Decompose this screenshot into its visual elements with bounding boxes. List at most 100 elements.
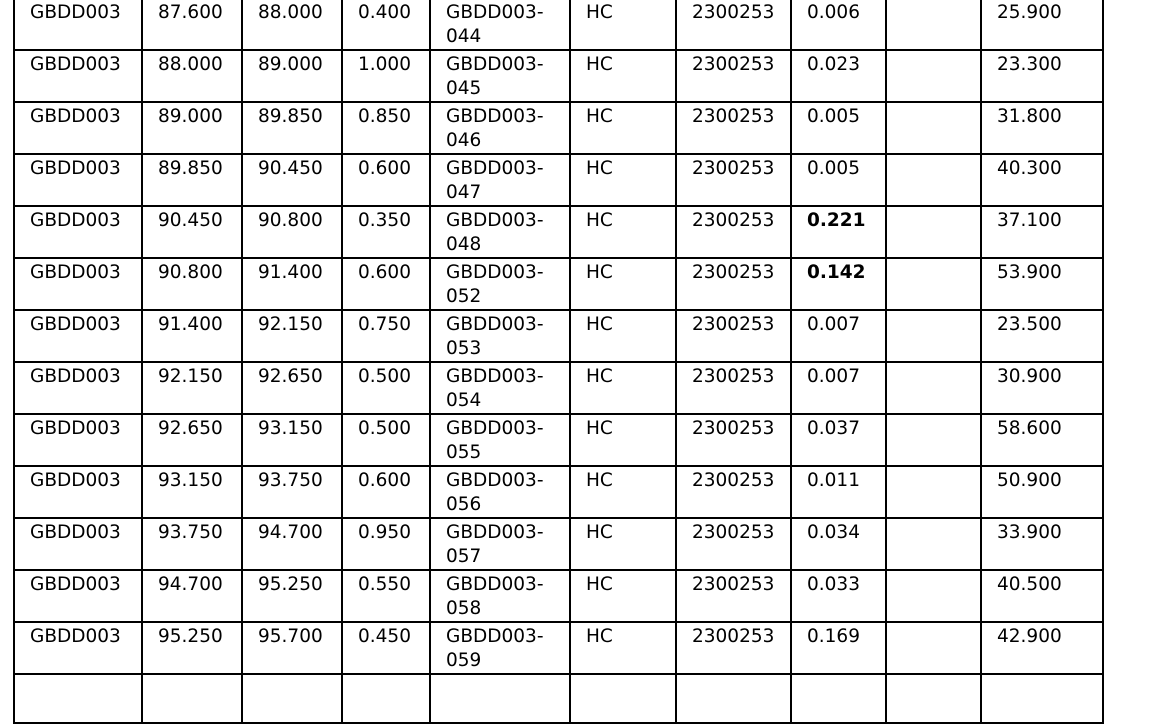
table-row-partial <box>13 673 1104 724</box>
value-cell: 53.900 <box>980 257 1104 311</box>
empty-cell <box>885 205 982 259</box>
batch-number-cell: 2300253 <box>675 49 792 103</box>
sample-type-cell: HC <box>569 621 677 675</box>
value-cell: 50.900 <box>980 465 1104 519</box>
interval-length-cell: 0.550 <box>341 569 431 623</box>
grade-cell: 0.033 <box>790 569 887 623</box>
hole-id-cell: GBDD003 <box>13 413 143 467</box>
sample-id-cell: GBDD003-054 <box>429 361 571 415</box>
sample-type-cell: HC <box>569 309 677 363</box>
hole-id-cell: GBDD003 <box>13 517 143 571</box>
grade-cell: 0.023 <box>790 49 887 103</box>
table-row: GBDD003 90.800 91.400 0.600 GBDD003-052 HC 230… <box>13 257 1104 311</box>
from-depth-cell: 93.150 <box>141 465 243 519</box>
sample-id-cell: GBDD003-057 <box>429 517 571 571</box>
grade-cell: 0.011 <box>790 465 887 519</box>
batch-number-cell: 2300253 <box>675 0 792 51</box>
empty-cell <box>885 517 982 571</box>
sample-id-cell <box>429 673 571 724</box>
empty-cell <box>885 673 982 724</box>
hole-id-cell: GBDD003 <box>13 569 143 623</box>
grade-cell: 0.034 <box>790 517 887 571</box>
sample-id-cell: GBDD003-047 <box>429 153 571 207</box>
grade-cell: 0.007 <box>790 309 887 363</box>
batch-number-cell: 2300253 <box>675 517 792 571</box>
value-cell: 58.600 <box>980 413 1104 467</box>
sample-type-cell: HC <box>569 361 677 415</box>
from-depth-cell: 87.600 <box>141 0 243 51</box>
sample-type-cell: HC <box>569 205 677 259</box>
value-cell: 40.300 <box>980 153 1104 207</box>
batch-number-cell: 2300253 <box>675 205 792 259</box>
from-depth-cell: 92.150 <box>141 361 243 415</box>
hole-id-cell: GBDD003 <box>13 101 143 155</box>
hole-id-cell: GBDD003 <box>13 257 143 311</box>
hole-id-cell: GBDD003 <box>13 309 143 363</box>
batch-number-cell: 2300253 <box>675 153 792 207</box>
batch-number-cell <box>675 673 792 724</box>
from-depth-cell: 91.400 <box>141 309 243 363</box>
sample-type-cell: HC <box>569 153 677 207</box>
sample-type-cell: HC <box>569 49 677 103</box>
to-depth-cell <box>241 673 343 724</box>
sample-type-cell: HC <box>569 465 677 519</box>
grade-cell: 0.037 <box>790 413 887 467</box>
sample-type-cell: HC <box>569 413 677 467</box>
table-row: GBDD003 95.250 95.700 0.450 GBDD003-059 HC 230… <box>13 621 1104 675</box>
to-depth-cell: 89.000 <box>241 49 343 103</box>
sample-id-cell: GBDD003-045 <box>429 49 571 103</box>
sample-id-cell: GBDD003-053 <box>429 309 571 363</box>
value-cell <box>980 673 1104 724</box>
interval-length-cell: 0.450 <box>341 621 431 675</box>
table-body: GBDD003 87.600 88.000 0.400 GBDD003-044 HC 230… <box>13 0 1104 724</box>
sample-id-cell: GBDD003-046 <box>429 101 571 155</box>
sample-id-cell: GBDD003-055 <box>429 413 571 467</box>
value-cell: 33.900 <box>980 517 1104 571</box>
from-depth-cell: 90.450 <box>141 205 243 259</box>
to-depth-cell: 93.750 <box>241 465 343 519</box>
grade-cell <box>790 673 887 724</box>
interval-length-cell: 0.600 <box>341 153 431 207</box>
empty-cell <box>885 413 982 467</box>
from-depth-cell: 95.250 <box>141 621 243 675</box>
empty-cell <box>885 257 982 311</box>
grade-cell: 0.169 <box>790 621 887 675</box>
batch-number-cell: 2300253 <box>675 465 792 519</box>
table-row: GBDD003 93.750 94.700 0.950 GBDD003-057 HC 230… <box>13 517 1104 571</box>
to-depth-cell: 92.650 <box>241 361 343 415</box>
hole-id-cell: GBDD003 <box>13 0 143 51</box>
to-depth-cell: 93.150 <box>241 413 343 467</box>
sample-id-cell: GBDD003-044 <box>429 0 571 51</box>
value-cell: 30.900 <box>980 361 1104 415</box>
table-row: GBDD003 94.700 95.250 0.550 GBDD003-058 HC 230… <box>13 569 1104 623</box>
to-depth-cell: 91.400 <box>241 257 343 311</box>
grade-cell: 0.005 <box>790 153 887 207</box>
batch-number-cell: 2300253 <box>675 621 792 675</box>
sample-type-cell: HC <box>569 257 677 311</box>
batch-number-cell: 2300253 <box>675 569 792 623</box>
interval-length-cell: 0.950 <box>341 517 431 571</box>
from-depth-cell: 89.000 <box>141 101 243 155</box>
empty-cell <box>885 101 982 155</box>
to-depth-cell: 95.700 <box>241 621 343 675</box>
empty-cell <box>885 309 982 363</box>
interval-length-cell: 0.600 <box>341 257 431 311</box>
empty-cell <box>885 361 982 415</box>
batch-number-cell: 2300253 <box>675 413 792 467</box>
from-depth-cell: 89.850 <box>141 153 243 207</box>
table-row: GBDD003 89.000 89.850 0.850 GBDD003-046 HC 230… <box>13 101 1104 155</box>
to-depth-cell: 90.450 <box>241 153 343 207</box>
value-cell: 42.900 <box>980 621 1104 675</box>
from-depth-cell: 92.650 <box>141 413 243 467</box>
sample-id-cell: GBDD003-059 <box>429 621 571 675</box>
sample-id-cell: GBDD003-048 <box>429 205 571 259</box>
interval-length-cell <box>341 673 431 724</box>
to-depth-cell: 94.700 <box>241 517 343 571</box>
hole-id-cell: GBDD003 <box>13 153 143 207</box>
to-depth-cell: 92.150 <box>241 309 343 363</box>
interval-length-cell: 0.350 <box>341 205 431 259</box>
batch-number-cell: 2300253 <box>675 257 792 311</box>
value-cell: 40.500 <box>980 569 1104 623</box>
sample-type-cell <box>569 673 677 724</box>
sample-type-cell: HC <box>569 0 677 51</box>
